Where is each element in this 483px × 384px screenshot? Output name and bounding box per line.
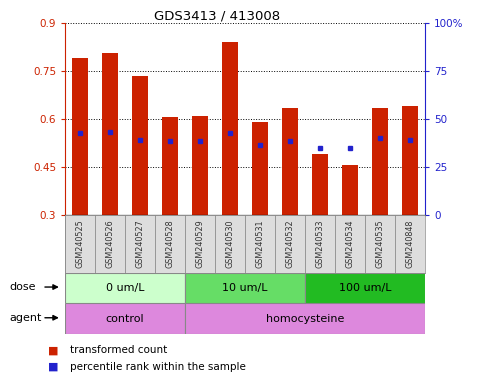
Text: GSM240529: GSM240529 [196,220,205,268]
Bar [275,215,305,273]
Text: 0 um/L: 0 um/L [106,283,144,293]
Bar [245,215,275,273]
Text: agent: agent [10,313,42,323]
Bar [125,215,155,273]
Bar [312,154,328,215]
Bar [155,215,185,273]
Bar [65,273,185,303]
Bar [335,215,365,273]
Bar [342,166,358,215]
Bar [192,116,208,215]
Bar [282,108,298,215]
Text: GSM240535: GSM240535 [376,220,384,268]
Bar [185,215,215,273]
Bar [215,215,245,273]
Bar [102,53,118,215]
Text: ■: ■ [48,345,59,355]
Text: GSM240528: GSM240528 [166,220,175,268]
Text: GSM240527: GSM240527 [136,220,145,268]
Bar [162,118,178,215]
Bar [222,42,239,215]
Bar [395,215,425,273]
Text: ■: ■ [48,362,59,372]
Bar [132,76,148,215]
Text: GSM240534: GSM240534 [345,220,355,268]
Text: transformed count: transformed count [70,345,167,355]
Bar [185,273,305,303]
Text: GSM240532: GSM240532 [285,220,295,268]
Bar [305,273,425,303]
Text: dose: dose [10,282,36,292]
Text: 100 um/L: 100 um/L [339,283,391,293]
Text: 10 um/L: 10 um/L [222,283,268,293]
Text: GSM240530: GSM240530 [226,220,235,268]
Bar [65,215,95,273]
Bar [72,58,88,215]
Bar [365,215,395,273]
Text: percentile rank within the sample: percentile rank within the sample [70,362,246,372]
Text: GSM240533: GSM240533 [315,220,325,268]
Bar [402,106,418,215]
Bar [185,303,425,334]
Text: GSM240525: GSM240525 [76,220,85,268]
Bar [252,122,269,215]
Bar [305,215,335,273]
Bar [372,108,388,215]
Bar [65,303,185,334]
Text: homocysteine: homocysteine [266,314,344,324]
Text: GSM240531: GSM240531 [256,220,265,268]
Bar [95,215,125,273]
Text: GSM240848: GSM240848 [406,220,414,268]
Text: GSM240526: GSM240526 [106,220,114,268]
Text: GDS3413 / 413008: GDS3413 / 413008 [154,10,281,23]
Text: control: control [106,314,144,324]
